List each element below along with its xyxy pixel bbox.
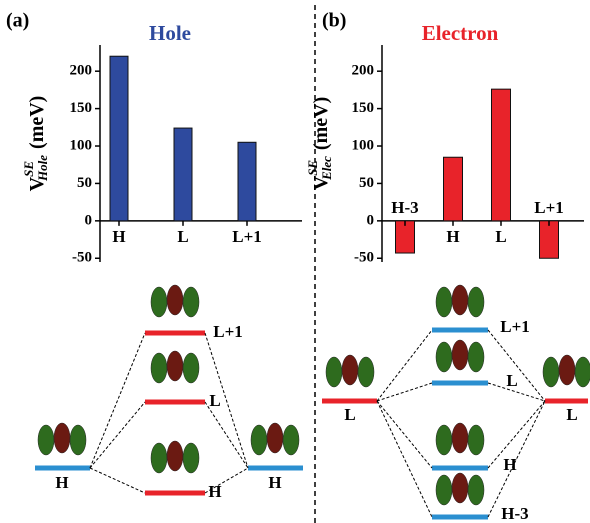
level-label: H [208,482,221,501]
orbital-lobe [70,425,86,455]
connector [488,330,545,401]
connector [377,401,432,517]
orbital-lobe [54,423,70,453]
level-label: L [506,371,517,390]
connector [90,333,145,468]
y-tick-label: 100 [70,137,93,153]
orbital-lobe [452,473,468,503]
y-tick-label: 150 [70,100,93,116]
orbital-lobe [283,425,299,455]
orbital-lobe [436,287,452,317]
chart-title: Hole [149,21,191,45]
y-label-sub: Hole [35,155,50,182]
orbital-lobe [468,342,484,372]
orbital-lobe [468,425,484,455]
orbital-lobe [342,355,358,385]
level-label: L [344,405,355,424]
y-tick-label: -50 [354,250,374,266]
y-tick-label: 100 [352,137,375,153]
connector [90,468,145,493]
y-tick-label: 200 [70,63,93,79]
bar [110,56,128,221]
y-tick-label: 0 [85,212,93,228]
y-tick-label: 200 [352,63,375,79]
level-label: L [209,391,220,410]
y-label-unit: (meV) [310,97,332,150]
orbital-lobe [468,475,484,505]
x-tick-label: H [112,227,125,246]
level-label: L+1 [500,317,530,336]
level-label: H [268,473,281,492]
y-label-sub: Elec [319,156,334,181]
y-label-sup: SE [21,161,36,177]
orbital-lobe [151,287,167,317]
panel-label: (a) [6,10,29,32]
y-label-unit: (meV) [26,96,48,149]
connector [90,402,145,468]
orbital-lobe [267,423,283,453]
y-tick-label: 50 [359,175,374,191]
y-axis-label: VSEHole(meV) [21,96,50,192]
orbital-lobe [543,357,559,387]
x-tick-label: H [446,227,459,246]
orbital-lobe [436,342,452,372]
y-tick-label: 0 [367,212,375,228]
orbital-lobe [575,357,590,387]
y-tick-label: 50 [77,175,92,191]
orbital-lobe [167,441,183,471]
y-tick-label: -50 [72,250,92,266]
bar [238,142,256,221]
connector [377,330,432,401]
x-tick-label: L [495,227,506,246]
orbital-lobe [436,475,452,505]
chart-title: Electron [422,21,499,45]
orbital-lobe [358,357,374,387]
x-tick-label: L [177,227,188,246]
x-tick-label: H-3 [391,198,418,217]
orbital-lobe [452,423,468,453]
orbital-lobe [452,285,468,315]
orbital-lobe [183,287,199,317]
orbital-lobe [468,287,484,317]
orbital-lobe [151,353,167,383]
bar [174,128,192,221]
orbital-lobe [183,353,199,383]
level-label: H [55,473,68,492]
orbital-lobe [559,355,575,385]
connector [377,383,432,401]
orbital-lobe [167,285,183,315]
y-tick-label: 150 [352,100,375,116]
y-label-sup: SE [305,160,320,176]
level-label: L+1 [213,322,243,341]
orbital-lobe [326,357,342,387]
orbital-lobe [251,425,267,455]
figure: (a)HoleVSEHole(meV)-50050100150200HLL+1(… [0,0,590,523]
connector [205,402,248,468]
bar [492,89,511,221]
orbital-lobe [183,443,199,473]
x-tick-label: L+1 [534,198,564,217]
x-tick-label: L+1 [232,227,262,246]
orbital-lobe [167,351,183,381]
y-axis-label: VSEElec(meV) [305,97,334,191]
level-label: H [503,455,516,474]
connector [377,401,432,468]
orbital-lobe [151,443,167,473]
level-label: H-3 [501,504,528,523]
orbital-lobe [452,340,468,370]
bar [540,221,559,258]
bar [444,157,463,221]
orbital-lobe [38,425,54,455]
level-label: L [566,405,577,424]
panel-label: (b) [322,10,346,32]
orbital-lobe [436,425,452,455]
